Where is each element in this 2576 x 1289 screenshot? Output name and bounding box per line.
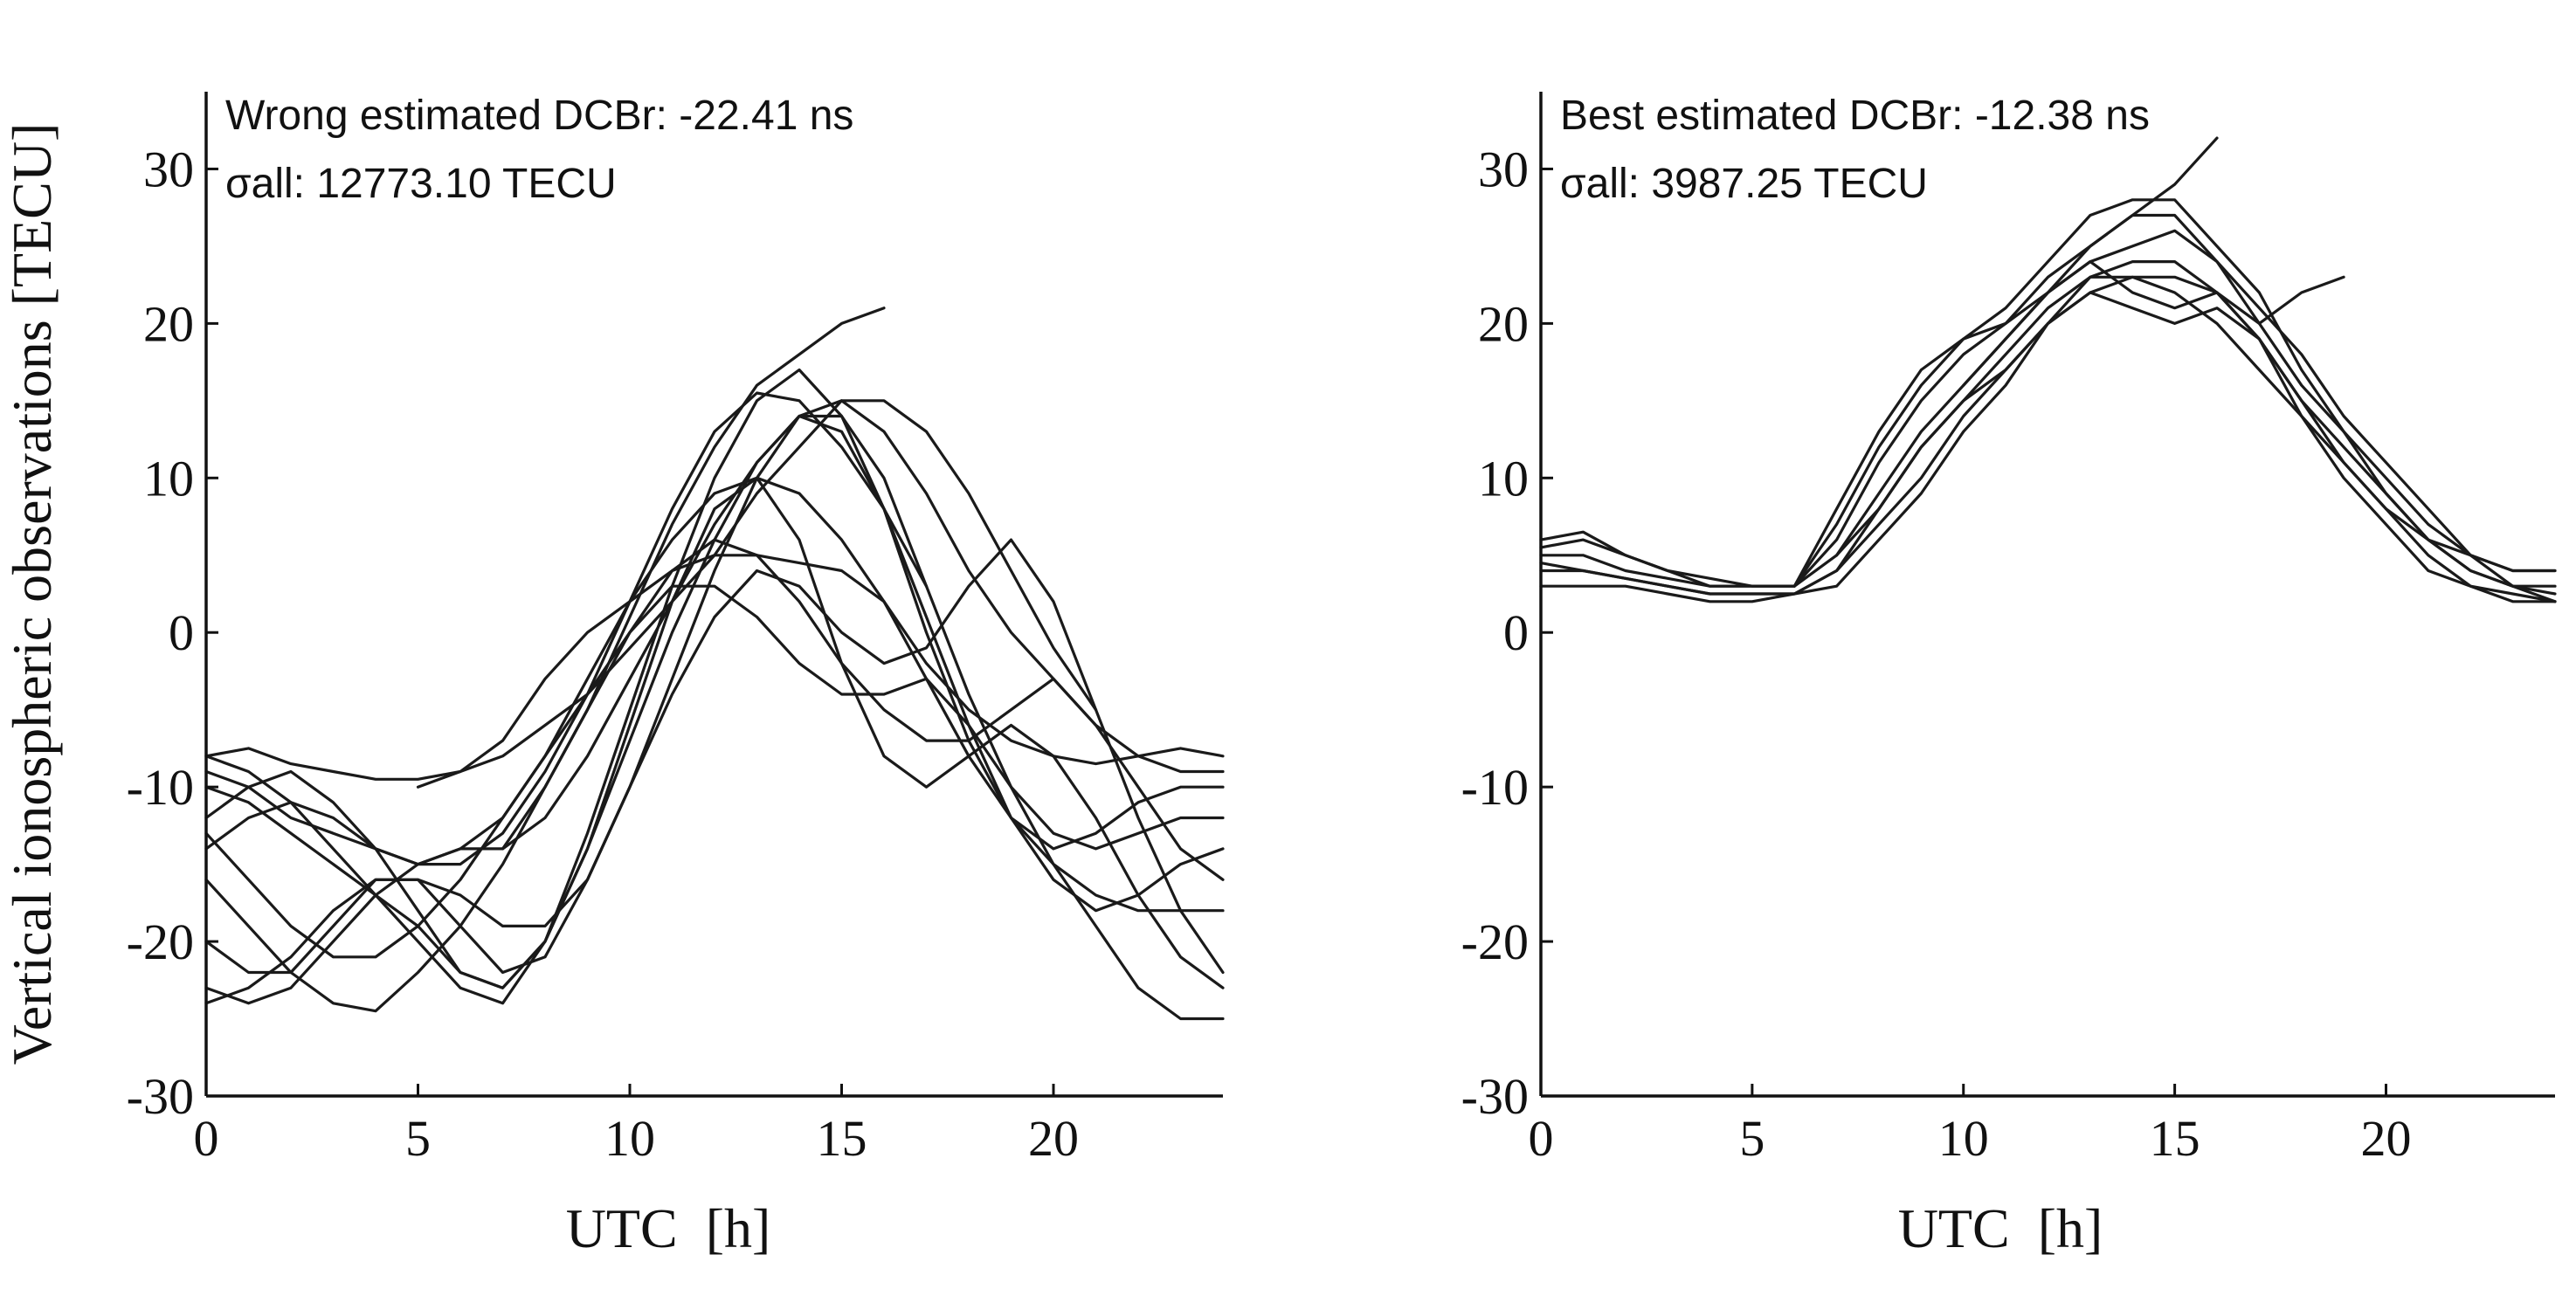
right-y-tick-label: -20 xyxy=(1461,913,1529,970)
right-y-ticks: -30 -20 -10 0 10 20 30 xyxy=(1461,141,1553,1125)
left-x-axis-label: UTC [h] xyxy=(566,1197,771,1259)
right-series-line-6 xyxy=(1792,260,2345,588)
right-y-tick-label: 20 xyxy=(1478,295,1529,352)
left-annotation-sigma: σall: 12773.10 TECU xyxy=(225,161,617,207)
right-series-line-2 xyxy=(1539,229,2557,596)
left-x-tick-label: 0 xyxy=(194,1110,219,1167)
right-annotation-dcb: Best estimated DCBr: -12.38 ns xyxy=(1560,93,2150,139)
right-x-tick-label: 20 xyxy=(2361,1110,2412,1167)
left-y-tick-label: -20 xyxy=(127,913,194,970)
left-series-line-11 xyxy=(204,399,1098,1005)
right-x-tick-label: 10 xyxy=(1938,1110,1989,1167)
left-series-line-13 xyxy=(501,307,886,851)
left-series-line-5 xyxy=(204,538,1225,959)
left-series-line-9 xyxy=(204,368,1225,1005)
right-y-tick-label: 10 xyxy=(1478,450,1529,507)
right-x-tick-label: 15 xyxy=(2150,1110,2200,1167)
right-y-tick-label: -30 xyxy=(1461,1068,1529,1125)
right-series-line-5 xyxy=(1539,213,2557,588)
left-series-line-8 xyxy=(204,414,1225,989)
right-y-tick-label: 30 xyxy=(1478,141,1529,197)
left-y-tick-label: -10 xyxy=(127,759,194,816)
left-x-tick-label: 5 xyxy=(405,1110,431,1167)
right-chart-panel: 0 5 10 15 20 -30 -20 -10 0 10 20 30 Best estimated… xyxy=(1461,92,2557,1259)
right-x-axis-label: UTC [h] xyxy=(1898,1197,2103,1259)
right-y-tick-label: 0 xyxy=(1503,604,1529,661)
left-x-tick-label: 20 xyxy=(1028,1110,1079,1167)
left-series-line-6 xyxy=(204,538,1225,975)
left-series-layer xyxy=(204,307,1225,1021)
left-y-tick-label: -30 xyxy=(127,1068,194,1125)
right-series-line-4 xyxy=(1539,291,2557,603)
left-y-ticks: -30 -20 -10 0 10 20 30 xyxy=(127,141,218,1125)
right-series-layer xyxy=(1539,136,2557,603)
left-y-tick-label: 10 xyxy=(143,450,194,507)
right-series-line-9 xyxy=(1962,136,2219,387)
right-y-tick-label: -10 xyxy=(1461,759,1529,816)
right-x-tick-label: 0 xyxy=(1529,1110,1554,1167)
right-annotation-sigma: σall: 3987.25 TECU xyxy=(1560,161,1928,207)
left-x-tick-label: 10 xyxy=(604,1110,655,1167)
right-x-ticks: 0 5 10 15 20 xyxy=(1529,1084,2412,1167)
right-series-line-8 xyxy=(1835,275,2557,573)
right-x-tick-label: 5 xyxy=(1739,1110,1765,1167)
left-annotation-dcb: Wrong estimated DCBr: -22.41 ns xyxy=(225,93,853,139)
left-y-tick-label: 20 xyxy=(143,295,194,352)
left-x-ticks: 0 5 10 15 20 xyxy=(194,1084,1079,1167)
left-series-line-12 xyxy=(416,399,1225,789)
left-series-line-2 xyxy=(204,391,929,866)
y-axis-label: Vertical ionospheric observations [TECU] xyxy=(1,123,63,1065)
left-y-tick-label: 30 xyxy=(143,141,194,197)
left-y-tick-label: 0 xyxy=(169,604,194,661)
left-x-tick-label: 15 xyxy=(817,1110,867,1167)
right-series-line-3 xyxy=(1539,260,2557,603)
left-chart-panel: 0 5 10 15 20 -30 -20 -10 0 10 20 30 Wrong estimate… xyxy=(127,92,1225,1259)
left-series-line-1 xyxy=(204,554,1225,781)
left-series-line-10 xyxy=(204,476,1225,913)
left-series-line-4 xyxy=(204,584,1225,1021)
